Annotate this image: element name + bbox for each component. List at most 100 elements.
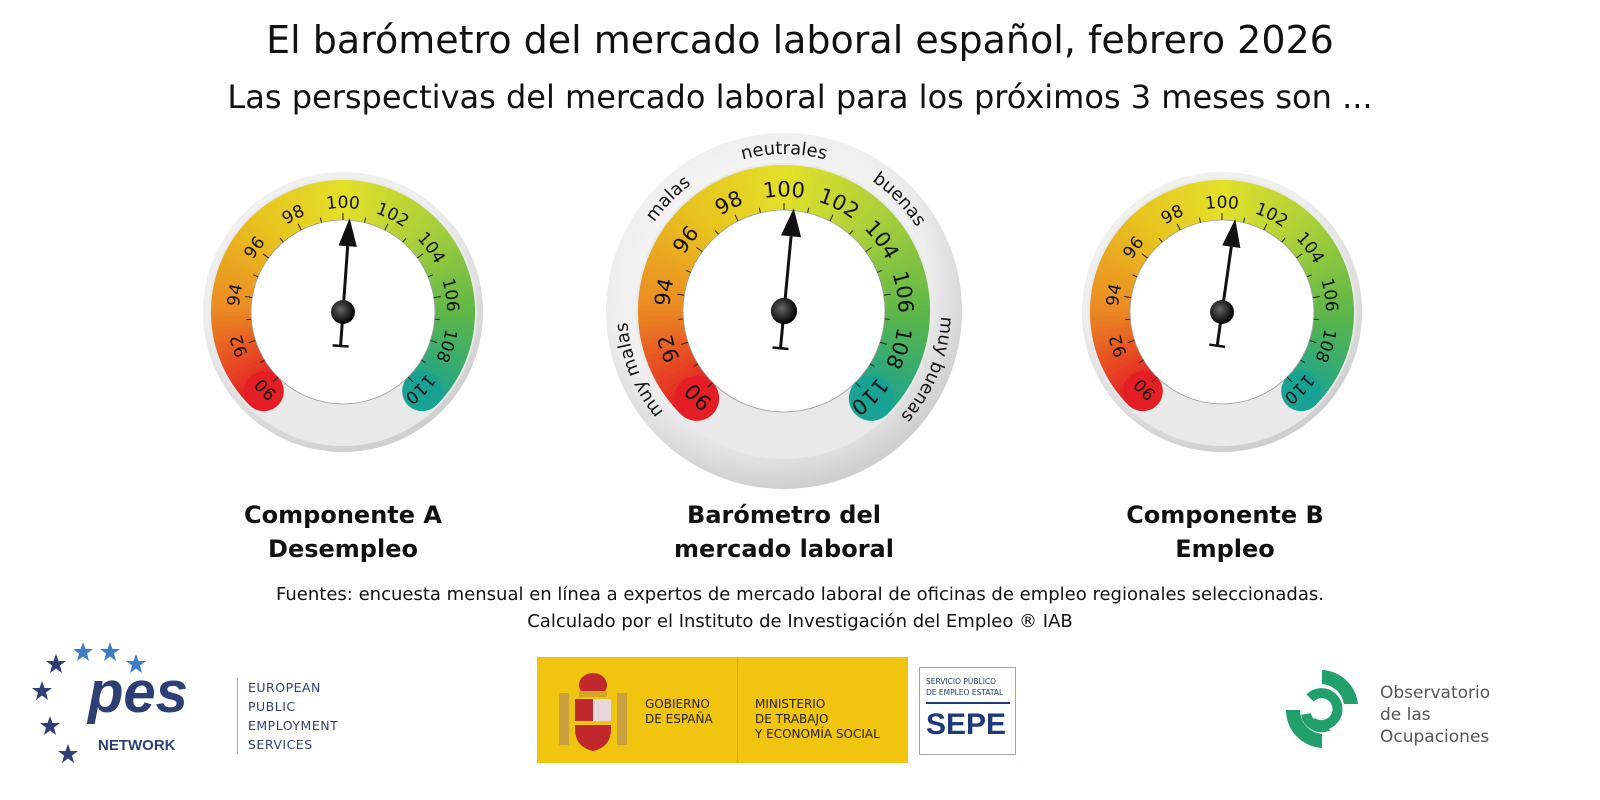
page-title: El barómetro del mercado laboral español… [266,18,1334,62]
gauge-label-line: Barómetro del [687,501,881,529]
gauge-needle [339,246,350,347]
sepe-wordmark: SEPE [926,708,1007,741]
gauge-label-barometro: Barómetro del mercado laboral [634,498,934,566]
gauge-tick [407,376,414,383]
gauge-tick [1286,376,1293,383]
observatorio-text: Observatorio de las Ocupaciones [1380,682,1490,748]
gauge-hub [1210,300,1234,324]
gauge-label-line: mercado laboral [674,535,894,563]
gauge-tick [855,382,861,388]
pes-line: EMPLOYMENT [248,718,339,733]
gauge-tick [279,237,284,243]
gauge-label-line: Empleo [1175,535,1275,563]
gauge-tick [1132,274,1138,278]
gauge-tick [1263,223,1268,231]
gauge-tick [707,382,713,388]
gauge-tick [260,359,265,364]
gauge-tick [685,269,691,273]
gauge-tick [829,214,834,222]
gauge-tick [849,230,854,235]
gauge-hub [331,300,355,324]
sepe-logo: SERVICIO PÚBLICO DE EMPLEO ESTATAL SEPE [919,667,1016,755]
gauge-tick [297,223,302,231]
pes-line: SERVICES [248,737,313,752]
gauge-tick [319,217,323,223]
gauge-tick [1306,274,1312,278]
gauge-tick-label: 94 [224,282,247,307]
gauge-tick [869,363,875,367]
gauge-needle [778,236,793,349]
gauge-needle-tail [332,344,349,348]
pes-text: EUROPEAN PUBLIC EMPLOYMENT SERVICES [237,678,338,754]
pes-network-text: NETWORK [98,737,176,754]
gauge-tick [1151,376,1158,383]
star-icon [32,642,146,763]
gauge-tick [693,363,699,367]
observatorio-line: Ocupaciones [1380,727,1490,747]
ministerio-line: DE TRABAJO [755,712,829,726]
coat-of-arms-icon [559,673,627,751]
gauge-tick-label: 94 [1103,282,1126,307]
sources-text: Fuentes: encuesta mensual en línea a exp… [276,584,1324,605]
gauge-tick [1198,217,1202,223]
gauge-tick [417,253,424,259]
gobierno-line: GOBIERNO [645,697,710,711]
gauge-tick [714,230,719,235]
gauge-tick [1309,339,1317,344]
gauge-label-line: Componente A [244,501,442,529]
gauge-tick [1242,217,1246,223]
gauge-tick-label: 100 [1204,193,1240,214]
gauge-tick [427,274,433,278]
observatorio-line: de las [1380,705,1431,725]
gauge-tick [1312,296,1320,299]
gauge-tick [865,247,872,253]
gauge-needle-arrow [781,208,802,238]
gobierno-logo: GOBIERNO DE ESPAÑA MINISTERIO DE TRABAJO… [537,657,908,763]
ministerio-line: Y ECONOMÍA SOCIAL [755,727,880,741]
gauge-tick-label: 100 [325,193,361,214]
gauge-needle [1215,246,1233,346]
gauge-tick [248,339,256,344]
gauge-tick [272,376,279,383]
observatorio-line: Observatorio [1380,683,1491,703]
gauge-tick-label: 100 [325,193,361,214]
gauge-tick [1281,237,1286,243]
gauge-tick [245,296,253,299]
gauge-tick [262,253,269,259]
observatorio-logo-icon [1286,670,1358,748]
gauge-tick [433,296,441,299]
calculated-by-text: Calculado por el Instituto de Investigac… [527,611,1073,632]
gauge-tick [681,341,689,345]
gauge-tick [877,269,883,273]
gauge-tick [696,247,703,253]
gauge-tick [734,214,739,222]
gauge-tick [1124,296,1132,299]
gauge-needle-arrow [1222,218,1241,248]
gauge-tick [1127,339,1135,344]
gauge-tick-label: 94 [1103,282,1126,307]
gauge-tick-label: 100 [1204,193,1240,214]
gauge-label-line: Componente B [1126,501,1324,529]
gauge-tick [883,293,891,296]
gauge-tick [807,207,810,213]
gauge-tick [1141,253,1148,259]
pes-line: EUROPEAN [248,680,321,695]
gauge-needle-tail [772,346,789,351]
pes-logo: pes NETWORK [32,642,188,763]
ministerio-line: MINISTERIO [755,697,826,711]
gobierno-line: DE ESPAÑA [645,712,713,726]
gobierno-text: GOBIERNO DE ESPAÑA [645,697,713,727]
sepe-small-text: SERVICIO PÚBLICO DE EMPLEO ESTATAL [926,676,1010,704]
gauge-tick [758,207,761,213]
gauge-tick [402,237,407,243]
sepe-line: DE EMPLEO ESTATAL [926,688,1004,697]
gauge-tick [1176,223,1181,231]
gauge-tick [879,341,887,345]
gauge-tick [421,359,426,364]
gauge-needle-arrow [338,218,357,247]
gauge-needle-tail [1209,343,1226,349]
pes-line: PUBLIC [248,699,296,714]
gauge-tick [1300,359,1305,364]
